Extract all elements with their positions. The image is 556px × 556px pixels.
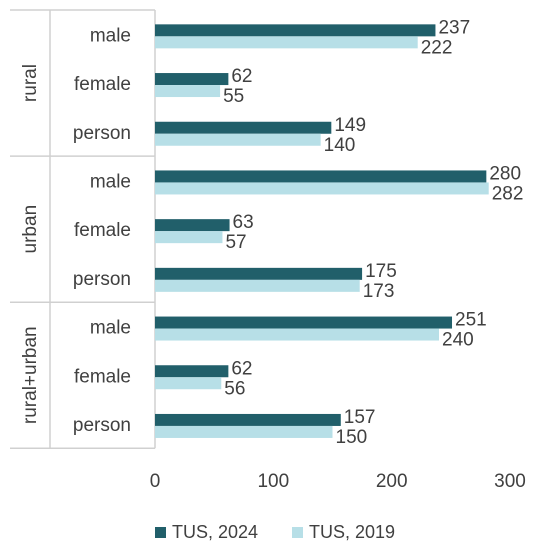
data-label: 173 bbox=[363, 281, 395, 302]
bar bbox=[155, 36, 418, 49]
legend: TUS, 2024 TUS, 2019 bbox=[155, 522, 395, 542]
x-tick-label: 300 bbox=[494, 471, 526, 492]
data-label: 150 bbox=[336, 427, 368, 448]
bar bbox=[155, 24, 436, 37]
data-label: 55 bbox=[223, 86, 244, 107]
bar bbox=[155, 377, 222, 390]
data-label: 240 bbox=[442, 330, 474, 351]
category-label: person bbox=[73, 415, 131, 436]
data-label: 222 bbox=[421, 37, 453, 58]
data-label: 140 bbox=[324, 135, 356, 156]
legend-label: TUS, 2024 bbox=[172, 522, 258, 542]
bar bbox=[155, 267, 363, 280]
bar bbox=[155, 219, 230, 232]
bar bbox=[155, 365, 229, 378]
data-label: 157 bbox=[344, 407, 376, 428]
data-label: 62 bbox=[231, 358, 252, 379]
group-label: rural+urban bbox=[20, 326, 41, 424]
data-label: 149 bbox=[334, 115, 366, 136]
category-label: person bbox=[73, 123, 131, 144]
category-label: female bbox=[74, 220, 131, 241]
bars bbox=[155, 24, 489, 438]
data-label: 280 bbox=[489, 163, 521, 184]
group-label: urban bbox=[20, 205, 41, 254]
data-label: 57 bbox=[225, 232, 246, 253]
data-label: 175 bbox=[365, 261, 397, 282]
bar bbox=[155, 316, 453, 329]
data-label: 282 bbox=[492, 183, 524, 204]
bar bbox=[155, 413, 341, 426]
data-label: 237 bbox=[438, 17, 470, 38]
bar bbox=[155, 73, 229, 86]
category-label: male bbox=[90, 318, 131, 339]
bar bbox=[155, 182, 489, 195]
group-label: rural bbox=[20, 64, 41, 102]
bar bbox=[155, 121, 332, 134]
bar bbox=[155, 85, 221, 98]
data-label: 62 bbox=[231, 66, 252, 87]
bar bbox=[155, 231, 223, 244]
bar bbox=[155, 133, 321, 146]
legend-swatch bbox=[292, 527, 303, 538]
category-label: male bbox=[90, 171, 131, 192]
category-label: person bbox=[73, 269, 131, 290]
category-label: female bbox=[74, 74, 131, 95]
bar bbox=[155, 279, 360, 292]
x-tick-label: 200 bbox=[376, 471, 408, 492]
legend-label: TUS, 2019 bbox=[309, 522, 395, 542]
category-label: female bbox=[74, 366, 131, 387]
data-label: 63 bbox=[233, 212, 254, 233]
category-label: male bbox=[90, 25, 131, 46]
legend-swatch bbox=[155, 527, 166, 538]
bar bbox=[155, 328, 439, 341]
bar bbox=[155, 425, 333, 438]
data-label: 56 bbox=[224, 378, 245, 399]
bar bbox=[155, 170, 487, 183]
data-label: 251 bbox=[455, 310, 487, 331]
x-tick-label: 0 bbox=[150, 471, 161, 492]
x-tick-label: 100 bbox=[257, 471, 289, 492]
